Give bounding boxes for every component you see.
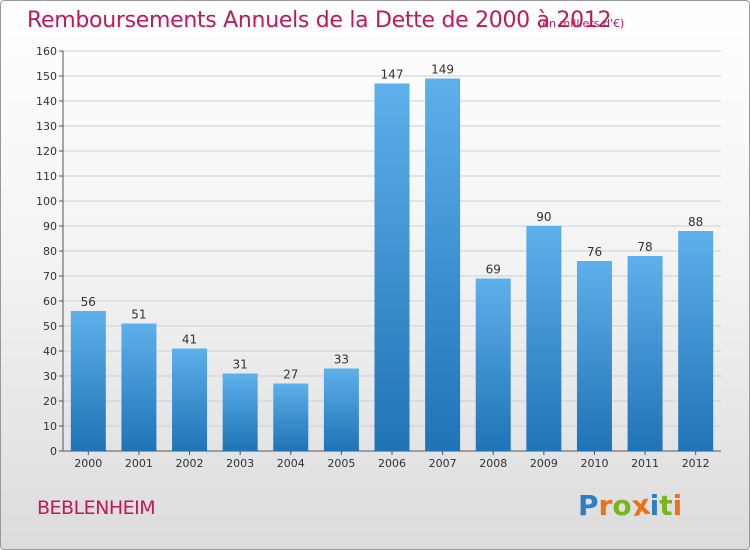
x-tick-label: 2001 [125,457,153,470]
y-tick-label: 50 [43,320,57,333]
y-tick-label: 160 [36,45,57,58]
x-tick-label: 2004 [277,457,305,470]
x-tick-label: 2006 [378,457,406,470]
y-tick-label: 60 [43,295,57,308]
x-tick-label: 2009 [530,457,558,470]
y-tick-label: 120 [36,145,57,158]
bar [273,383,309,451]
proxiti-logo: Proxiti [578,487,683,524]
y-tick-label: 150 [36,70,57,83]
chart-title: Remboursements Annuels de la Dette de 20… [27,8,612,33]
logo-letter: i [672,489,683,522]
chart-subtitle: (en milliers d'€) [538,17,625,30]
y-tick-label: 90 [43,220,57,233]
bar [323,368,359,451]
bar [576,261,612,451]
x-tick-label: 2003 [226,457,254,470]
x-tick-label: 2008 [479,457,507,470]
bar [70,311,106,451]
y-tick-label: 140 [36,95,57,108]
data-label: 27 [283,368,298,382]
logo-letter: x [629,487,652,524]
x-tick-label: 2007 [429,457,457,470]
data-label: 88 [688,215,703,229]
x-tick-label: 2010 [580,457,608,470]
logo-letter: P [578,489,599,522]
logo-letter: t [659,489,673,522]
y-tick-label: 100 [36,195,57,208]
bar [475,278,511,451]
data-label: 69 [486,263,501,277]
y-tick-label: 130 [36,120,57,133]
x-tick-label: 2005 [327,457,355,470]
x-tick-label: 2011 [631,457,659,470]
bar [374,83,410,451]
y-tick-label: 0 [50,445,57,458]
y-tick-label: 110 [36,170,57,183]
data-label: 31 [233,358,248,372]
data-label: 149 [431,63,454,77]
bar [121,323,157,451]
data-label: 51 [131,308,146,322]
logo-letter: o [612,489,632,522]
logo-letter: i [649,489,660,522]
x-tick-label: 2002 [176,457,204,470]
labels: 0 10 20 30 40 50 60 70 80 90 100 110 120 130 140 150 160… [36,45,710,470]
y-tick-label: 70 [43,270,57,283]
data-label: 78 [637,240,652,254]
data-label: 90 [536,210,551,224]
x-tick-label: 2000 [74,457,102,470]
bars [70,78,714,451]
bar [172,348,208,451]
logo-letter: r [598,489,613,522]
bar [222,373,258,451]
data-label: 147 [381,68,404,82]
y-tick-label: 40 [43,345,57,358]
data-label: 76 [587,245,602,259]
bar [627,256,663,451]
y-tick-label: 80 [43,245,57,258]
y-tick-label: 20 [43,395,57,408]
y-tick-label: 10 [43,420,57,433]
data-label: 56 [81,295,96,309]
bar [425,78,461,451]
data-label: 33 [334,353,349,367]
data-label: 41 [182,333,197,347]
commune-name: BEBLENHEIM [37,497,156,519]
bar [526,226,562,451]
y-tick-label: 30 [43,370,57,383]
x-tick-label: 2012 [682,457,710,470]
bar [678,231,714,451]
